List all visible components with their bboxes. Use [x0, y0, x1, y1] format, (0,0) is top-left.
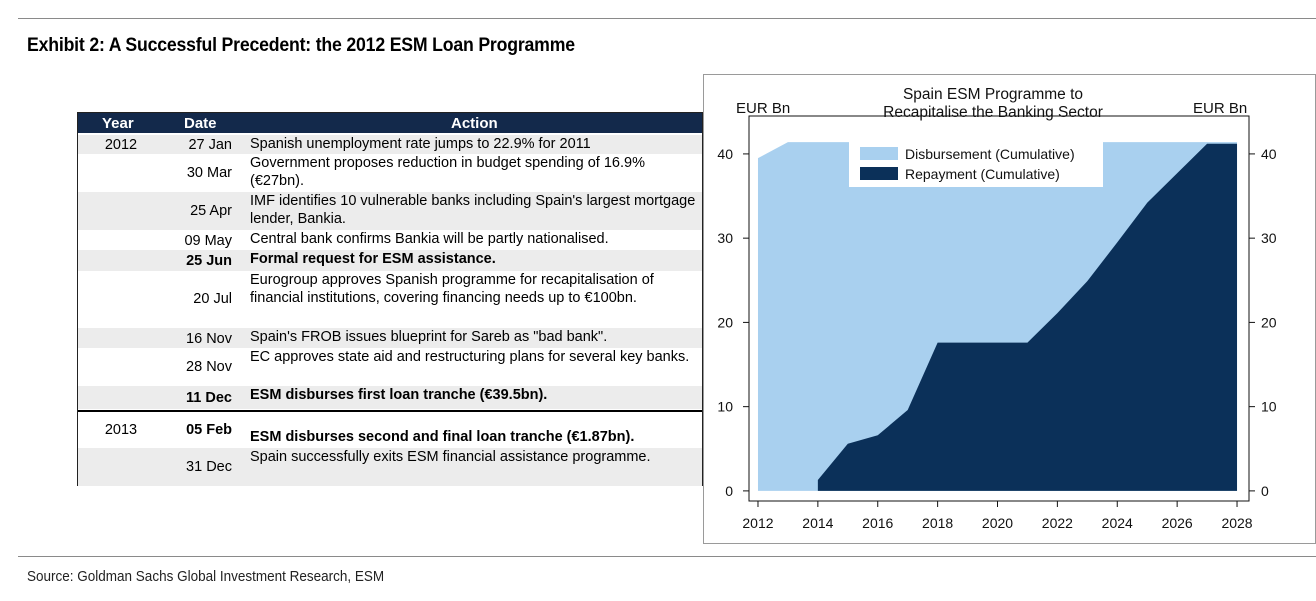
legend-swatch-repayment [860, 167, 898, 180]
top-rule [18, 18, 1316, 19]
timeline-header: Year Date Action [78, 113, 702, 133]
header-year: Year [102, 115, 134, 132]
row-action: Spain successfully exits ESM financial a… [250, 449, 651, 465]
row-date: 30 Mar [186, 165, 232, 181]
row-date: 25 Apr [190, 203, 232, 219]
x-tick-label: 2028 [1221, 515, 1252, 531]
row-date: 11 Dec [186, 390, 232, 406]
row-date: 20 Jul [193, 291, 232, 307]
y-axis-label-left: EUR Bn [736, 100, 790, 117]
row-action: ESM disburses second and final loan tran… [250, 429, 635, 445]
legend-swatch-disbursement [860, 147, 898, 160]
x-tick-label: 2024 [1102, 515, 1133, 531]
row-action: EC approves state aid and restructuring … [250, 349, 690, 365]
legend-label-repayment: Repayment (Cumulative) [905, 166, 1060, 182]
row-date: 31 Dec [186, 459, 232, 475]
x-tick-label: 2020 [982, 515, 1013, 531]
y-tick-label-left: 0 [725, 483, 733, 499]
x-tick-label: 2018 [922, 515, 953, 531]
x-tick-label: 2012 [742, 515, 773, 531]
table-row: 25 Apr IMF identifies 10 vulnerable banks… [78, 192, 702, 230]
y-tick-label-left: 30 [717, 230, 733, 246]
row-date: 05 Feb [186, 422, 232, 438]
table-row: 20 Jul Eurogroup approves Spanish program… [78, 271, 702, 328]
table-row: 2012 27 Jan Spanish unemployment rate jump… [78, 135, 702, 154]
table-row: 09 May Central bank confirms Bankia will … [78, 230, 702, 250]
header-action: Action [451, 115, 498, 132]
table-row: 31 Dec Spain successfully exits ESM finan… [78, 448, 702, 486]
y-tick-label-right: 40 [1261, 146, 1277, 162]
exhibit-title: Exhibit 2: A Successful Precedent: the 2… [27, 35, 575, 56]
table-row: 30 Mar Government proposes reduction in b… [78, 154, 702, 192]
table-row: 2013 05 Feb ESM disburses second and final… [78, 412, 702, 448]
table-row: 28 Nov EC approves state aid and restruct… [78, 348, 702, 386]
row-year: 2012 [104, 137, 138, 153]
y-tick-label-left: 10 [717, 399, 733, 415]
row-action: Eurogroup approves Spanish programme for… [250, 272, 654, 306]
y-tick-label-right: 20 [1261, 314, 1277, 330]
year-divider [78, 410, 702, 412]
table-row: 11 Dec ESM disburses first loan tranche (… [78, 386, 702, 409]
plot-border [748, 115, 1250, 502]
row-action: Formal request for ESM assistance. [250, 251, 496, 267]
row-action: Spanish unemployment rate jumps to 22.9%… [250, 136, 591, 152]
row-action: Central bank confirms Bankia will be par… [250, 231, 609, 247]
x-tick-label: 2026 [1162, 515, 1193, 531]
row-action: Government proposes reduction in budget … [250, 155, 645, 189]
y-tick-label-left: 20 [717, 314, 733, 330]
repayment-area [817, 143, 1238, 491]
table-row: 25 Jun Formal request for ESM assistance. [78, 250, 702, 271]
y-axis-label-right: EUR Bn [1193, 100, 1247, 117]
row-action: ESM disburses first loan tranche (€39.5b… [250, 387, 548, 403]
y-tick-label-left: 40 [717, 146, 733, 162]
row-date: 09 May [184, 233, 232, 249]
row-year: 2013 [104, 422, 138, 438]
bottom-rule [18, 556, 1316, 557]
y-tick-label-right: 0 [1261, 483, 1269, 499]
source-note: Source: Goldman Sachs Global Investment … [27, 568, 385, 585]
timeline-table: Year Date Action 2012 27 Jan Spanish unemp… [77, 112, 703, 486]
row-date: 28 Nov [186, 359, 232, 375]
legend-label-disbursement: Disbursement (Cumulative) [905, 146, 1075, 162]
y-tick-label-right: 30 [1261, 230, 1277, 246]
chart-title-line-1: Spain ESM Programme to [903, 86, 1083, 103]
row-date: 25 Jun [186, 253, 232, 269]
x-tick-label: 2016 [862, 515, 893, 531]
row-date: 16 Nov [186, 331, 232, 347]
chart-title-line-2: Recapitalise the Banking Sector [883, 104, 1103, 121]
row-date: 27 Jan [188, 137, 232, 153]
x-tick-label: 2022 [1042, 515, 1073, 531]
row-action: Spain's FROB issues blueprint for Sareb … [250, 329, 608, 345]
y-tick-label-right: 10 [1261, 399, 1277, 415]
x-tick-label: 2014 [802, 515, 833, 531]
row-action: IMF identifies 10 vulnerable banks inclu… [250, 193, 696, 227]
header-date: Date [184, 115, 217, 132]
table-row: 16 Nov Spain's FROB issues blueprint for … [78, 328, 702, 348]
